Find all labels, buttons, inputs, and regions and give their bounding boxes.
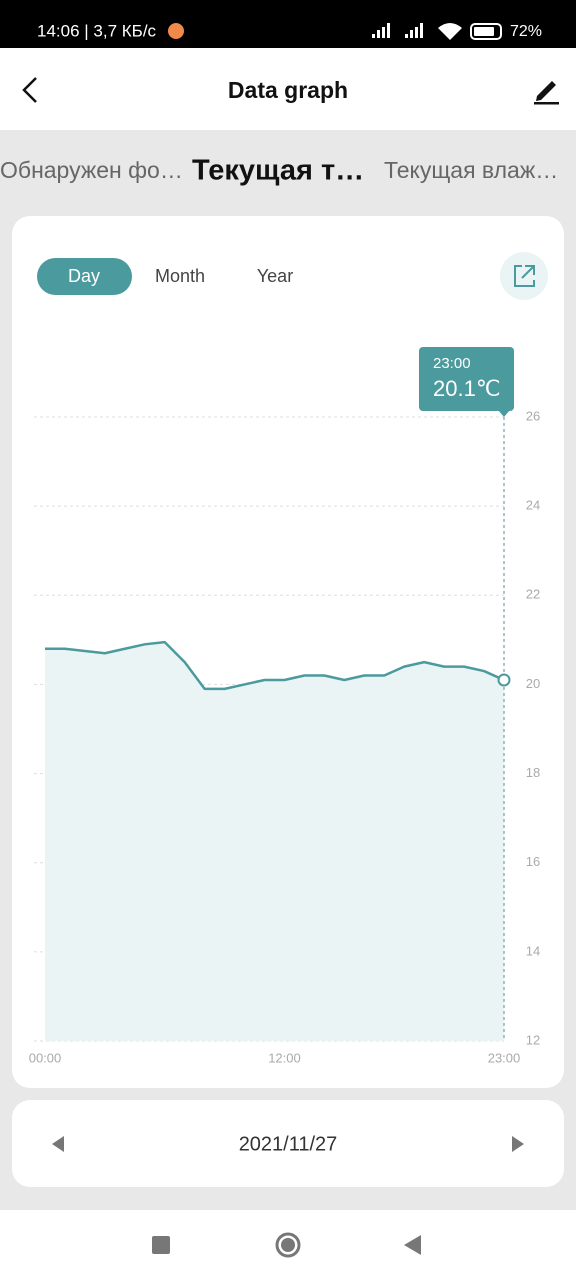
- next-date[interactable]: [512, 1136, 524, 1152]
- x-tick-label: 00:00: [29, 1050, 62, 1065]
- x-tick-label: 23:00: [488, 1050, 521, 1065]
- header: [0, 48, 576, 130]
- export-button[interactable]: [500, 252, 548, 300]
- status-time: 14:06 | 3,7 КБ/с: [37, 21, 157, 40]
- tab-active[interactable]: Текущая т…: [192, 155, 364, 187]
- x-tick-label: 12:00: [268, 1050, 301, 1065]
- edit-button[interactable]: [534, 81, 559, 105]
- tooltip-pointer: [498, 410, 510, 417]
- y-tick-label: 16: [526, 854, 540, 869]
- point: [497, 673, 511, 687]
- nav-back[interactable]: [404, 1235, 421, 1255]
- nav-home[interactable]: [275, 1232, 301, 1258]
- date: 2021/11/27: [239, 1133, 338, 1155]
- area-fill: [45, 642, 504, 1041]
- y-tick-label: 24: [526, 498, 540, 513]
- plot: 12 14 16 18 20 22 24 26 00:00 12:00 23:00 23:00 20.1…: [29, 347, 540, 1065]
- header-title: Data graph: [228, 77, 348, 103]
- status-icon: [168, 23, 184, 39]
- tooltip-value: 20.1℃: [433, 376, 501, 401]
- prev-date[interactable]: [52, 1136, 64, 1152]
- range-tab[interactable]: Day: [68, 266, 100, 286]
- tooltip-time: 23:00: [433, 355, 471, 372]
- range-tab-active[interactable]: [37, 258, 132, 295]
- back-button[interactable]: [22, 77, 37, 103]
- battery-level: 72%: [510, 23, 542, 40]
- range-tab[interactable]: Month: [155, 266, 205, 286]
- status-icons: [372, 23, 502, 40]
- y-tick-label: 14: [526, 943, 540, 958]
- y-tick-label: 18: [526, 765, 540, 780]
- tab[interactable]: Текущая влаж…: [384, 157, 558, 183]
- date-card: [12, 1100, 564, 1187]
- nav-recents[interactable]: [152, 1236, 170, 1254]
- nav-home-dot: [281, 1238, 295, 1252]
- line: [45, 640, 505, 691]
- y-tick-label: 12: [526, 1032, 540, 1047]
- range-tab[interactable]: Year: [257, 266, 293, 286]
- y-tick-label: 26: [526, 408, 540, 423]
- y-tick-label: 22: [526, 587, 540, 602]
- tooltip: [419, 347, 514, 411]
- tab[interactable]: Обнаружен фо…: [0, 157, 183, 183]
- y-tick-label: 20: [526, 676, 540, 691]
